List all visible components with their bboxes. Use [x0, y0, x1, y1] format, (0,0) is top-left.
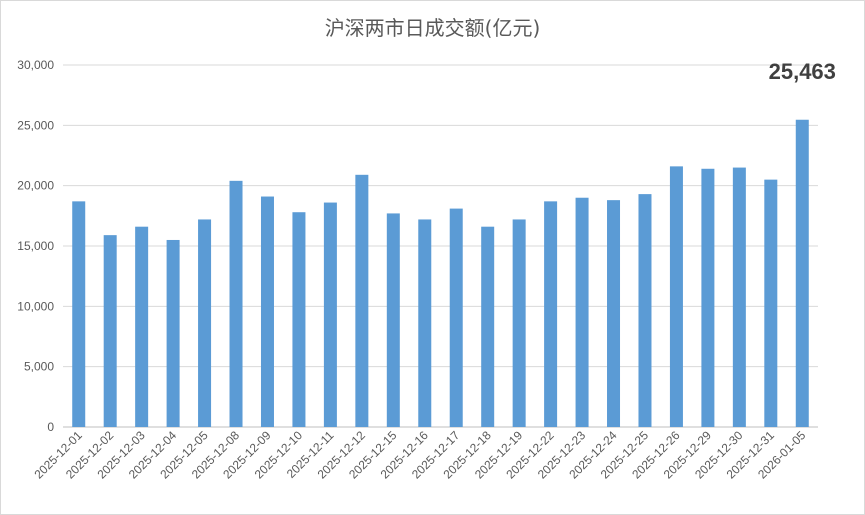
chart-title: 沪深两市日成交额(亿元)	[324, 16, 541, 40]
bar	[607, 200, 621, 427]
y-tick-label: 10,000	[17, 299, 54, 313]
gridlines	[63, 64, 818, 428]
bar	[512, 219, 526, 427]
y-tick-label: 25,000	[17, 118, 54, 132]
x-axis-labels: 2025-12-012025-12-022025-12-032025-12-04…	[32, 428, 809, 482]
y-tick-label: 15,000	[17, 239, 54, 253]
bar	[669, 166, 683, 428]
y-tick-label: 30,000	[17, 58, 54, 72]
bar	[229, 180, 243, 427]
bar	[638, 194, 652, 427]
bar	[732, 167, 746, 428]
bar	[323, 202, 337, 427]
peak-value-annotation: 25,463	[769, 59, 836, 84]
bar	[103, 235, 117, 427]
bar	[575, 197, 589, 427]
bar	[795, 119, 809, 428]
bar	[481, 226, 495, 427]
y-tick-label: 20,000	[17, 179, 54, 193]
bar	[544, 201, 558, 427]
bar	[386, 213, 400, 427]
y-tick-label: 0	[47, 420, 54, 434]
bar	[418, 219, 432, 427]
bar	[292, 212, 306, 427]
y-axis-labels: 0 5,000 10,000 15,000 20,000 25,000 30,000	[17, 58, 54, 434]
bar	[260, 196, 274, 427]
bar	[355, 174, 369, 427]
bar	[198, 219, 212, 427]
bar	[72, 201, 86, 427]
bar	[449, 208, 463, 427]
bar	[764, 179, 778, 427]
bar	[166, 239, 180, 427]
bar	[701, 168, 715, 428]
bar	[135, 226, 149, 427]
y-tick-label: 5,000	[24, 360, 54, 374]
bars	[72, 119, 809, 428]
